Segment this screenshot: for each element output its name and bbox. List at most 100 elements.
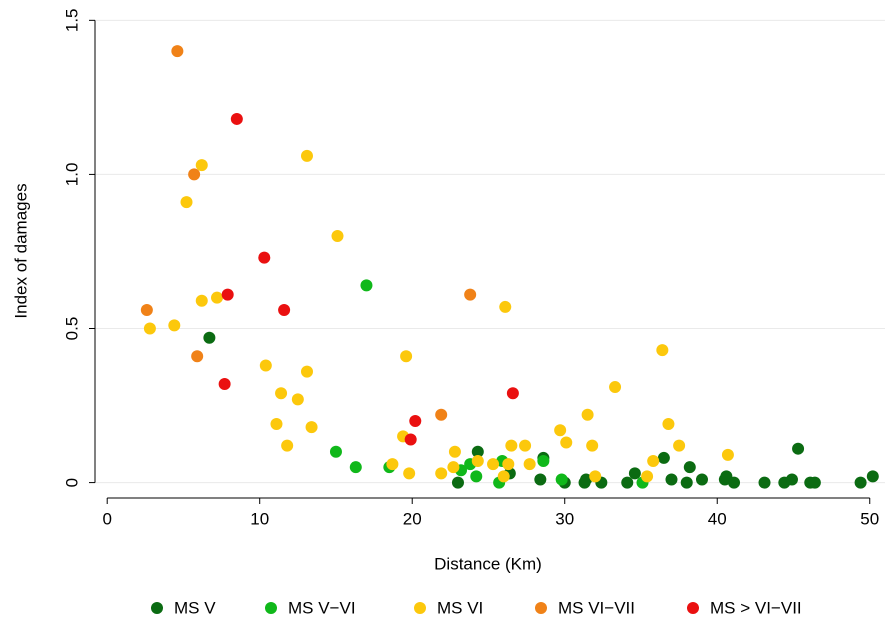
point [656,344,669,357]
point [808,476,821,489]
point [300,365,313,378]
point [580,473,593,486]
point [281,439,294,452]
point [230,112,243,125]
point [534,473,547,486]
point [211,291,224,304]
point [409,414,422,427]
point [866,470,879,483]
legend-marker [414,602,426,614]
point [203,331,216,344]
point [300,149,313,162]
point [360,279,373,292]
point [143,322,156,335]
x-tick-label: 30 [555,509,574,528]
point [695,473,708,486]
point [168,319,181,332]
x-tick-label: 50 [860,509,879,528]
point [555,473,568,486]
point [505,439,518,452]
point [662,418,675,431]
point [506,387,519,400]
point [728,476,741,489]
point [195,159,208,172]
point [560,436,573,449]
x-tick-label: 0 [102,509,111,528]
point [499,300,512,313]
point [331,230,344,243]
point [188,168,201,181]
point [221,288,234,301]
point [581,408,594,421]
legend-label: MS VI [437,598,483,617]
point [180,196,193,209]
point [537,455,550,468]
x-axis-title: Distance (Km) [434,554,542,573]
legend-label: MS > VI−VII [710,598,802,617]
legend-label: MS VI−VII [558,598,635,617]
point [554,424,567,437]
point [400,350,413,363]
point [589,470,602,483]
y-axis-title: Index of damages [11,183,30,318]
point [621,476,634,489]
point [487,458,500,471]
legend-marker [535,602,547,614]
x-tick-label: 20 [403,509,422,528]
legend-label: MS V [174,598,216,617]
point [275,387,288,400]
point [218,377,231,390]
point [305,421,318,434]
point [523,458,536,471]
point [447,461,460,474]
point [785,473,798,486]
point [673,439,686,452]
point [329,445,342,458]
point [586,439,599,452]
point [680,476,693,489]
point [386,458,399,471]
point [497,470,510,483]
point [195,294,208,307]
legend-marker [151,602,163,614]
point [270,418,283,431]
point [641,470,654,483]
legend-marker [687,602,699,614]
point [140,304,153,317]
point [403,467,416,480]
point [519,439,532,452]
point [171,45,184,58]
point [448,445,461,458]
point [258,251,271,264]
point [471,455,484,468]
point [191,350,204,363]
point [758,476,771,489]
point [471,445,484,458]
point [278,304,291,317]
point [665,473,678,486]
point [647,455,660,468]
point [451,476,464,489]
point [721,448,734,461]
y-tick-label: 0 [62,478,81,487]
point [259,359,272,372]
x-tick-label: 40 [708,509,727,528]
point [464,288,477,301]
point [404,433,417,446]
point [792,442,805,455]
y-tick-label: 0.5 [62,317,81,341]
legend-label: MS V−VI [288,598,356,617]
point [683,461,696,474]
point [502,458,515,471]
point [609,381,622,394]
x-tick-label: 10 [250,509,269,528]
point [435,408,448,421]
point [291,393,304,406]
point [470,470,483,483]
legend-marker [265,602,277,614]
y-tick-label: 1.0 [62,163,81,187]
y-tick-label: 1.5 [62,9,81,33]
point [854,476,867,489]
point [657,451,670,464]
